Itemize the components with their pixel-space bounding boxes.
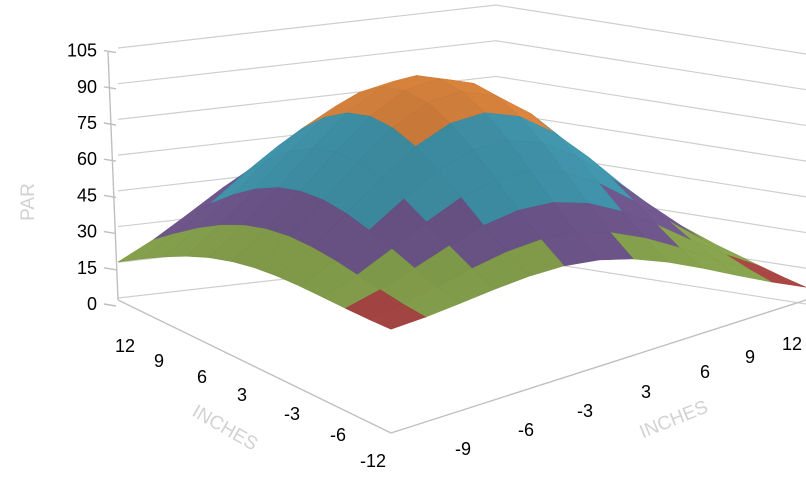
right-floor-axis bbox=[390, 299, 806, 434]
z-tick-mark bbox=[103, 194, 117, 199]
z-tick-mark bbox=[103, 49, 117, 54]
right-axis-tick-label: -9 bbox=[455, 439, 471, 459]
right-axis-tick-label: -3 bbox=[577, 401, 593, 421]
z-axis-line bbox=[107, 51, 119, 301]
right-axis-title: INCHES bbox=[637, 397, 711, 443]
left-axis-tick-label: 9 bbox=[154, 351, 164, 371]
z-tick-label: 30 bbox=[77, 222, 97, 242]
left-axis-tick-label: 6 bbox=[197, 367, 207, 387]
left-floor-axis bbox=[117, 299, 392, 434]
left-axis-title: INCHES bbox=[188, 401, 261, 455]
z-tick-mark bbox=[103, 267, 117, 271]
right-axis-tick-label: 9 bbox=[745, 347, 755, 367]
surface-cell bbox=[367, 303, 427, 330]
z-tick-label: 15 bbox=[77, 258, 97, 278]
z-axis-title: PAR bbox=[18, 183, 39, 221]
z-tick-mark bbox=[103, 158, 117, 162]
z-tick-label: 105 bbox=[67, 41, 97, 61]
z-tick-mark bbox=[103, 86, 117, 90]
left-axis-tick-label: 3 bbox=[237, 385, 247, 405]
z-tick-label: 90 bbox=[77, 77, 97, 97]
z-axis-ticks: 0 15 30 45 60 75 90 105 bbox=[67, 41, 117, 314]
z-tick-label: 60 bbox=[77, 149, 97, 169]
right-axis-ticks: -9 -6 -3 3 6 9 12 bbox=[455, 334, 802, 459]
z-tick-label: 45 bbox=[77, 185, 97, 205]
axes bbox=[107, 51, 806, 434]
right-axis-tick-label: 3 bbox=[641, 382, 651, 402]
z-tick-mark bbox=[103, 230, 117, 235]
gridline bbox=[117, 75, 806, 127]
right-axis-tick-label: 6 bbox=[700, 362, 710, 382]
left-axis-tick-label: -12 bbox=[360, 451, 386, 471]
z-tick-mark bbox=[103, 122, 117, 126]
left-axis-tick-label: -6 bbox=[330, 425, 346, 445]
right-axis-tick-label: -6 bbox=[518, 420, 534, 440]
z-tick-label: 0 bbox=[87, 294, 97, 314]
left-axis-tick-label: 12 bbox=[115, 336, 135, 356]
left-axis-tick-label: -3 bbox=[284, 404, 300, 424]
gridline bbox=[117, 40, 806, 91]
right-axis-tick-label: 12 bbox=[782, 334, 802, 354]
gridline bbox=[117, 4, 806, 55]
surface-plot bbox=[117, 75, 806, 330]
left-axis-ticks: 12 9 6 3 -3 -6 -12 bbox=[115, 336, 386, 471]
z-tick-mark bbox=[103, 303, 117, 307]
z-tick-label: 75 bbox=[77, 113, 97, 133]
